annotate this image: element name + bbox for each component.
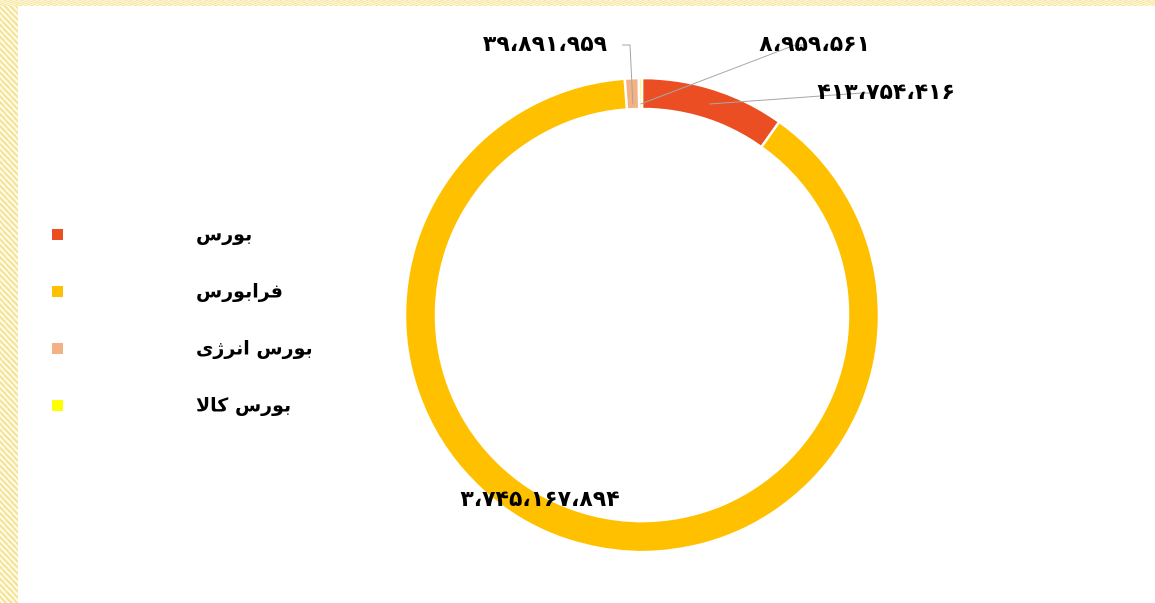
legend-label: بورس کالا — [196, 395, 291, 417]
leader-line — [709, 92, 870, 105]
donut-slice — [640, 76, 782, 149]
legend-label: بورس — [196, 224, 252, 246]
data-label: ۳،۷۴۵،۱۶۷،۸۹۴ — [460, 487, 619, 512]
legend-label: فرابورس — [196, 281, 283, 303]
donut-slice — [637, 76, 644, 111]
legend-swatch — [52, 229, 63, 240]
data-label: ۴۱۳،۷۵۴،۴۱۶ — [817, 80, 955, 105]
data-label: ۸،۹۵۹،۵۶۱ — [759, 32, 870, 57]
legend-swatch — [52, 400, 63, 411]
legend-label: بورس انرژی — [196, 338, 313, 360]
data-label: ۳۹،۸۹۱،۹۵۹ — [483, 32, 607, 57]
leader-line — [622, 44, 634, 105]
donut-slice — [403, 77, 881, 554]
leader-line — [640, 44, 803, 105]
legend-swatch — [52, 343, 63, 354]
legend-swatch — [52, 286, 63, 297]
